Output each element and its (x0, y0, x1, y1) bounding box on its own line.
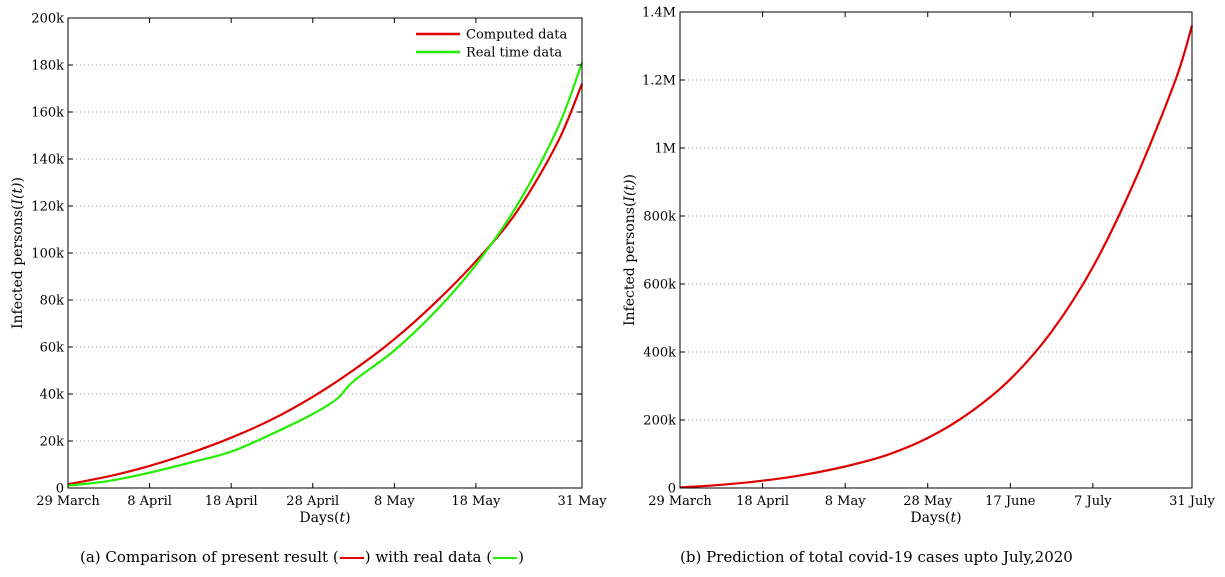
y-tick-label: 1M (654, 142, 676, 157)
y-tick-label: 160k (31, 106, 64, 121)
y-tick-label: 600k (643, 278, 676, 293)
caption-a-red-swatch (339, 557, 364, 559)
legend: Computed data Real time data (416, 28, 567, 61)
y-tick-label: 180k (31, 59, 64, 74)
grid (68, 64, 582, 442)
x-tick-label: 31 July (1169, 494, 1215, 509)
x-axis-label: Days(t) (299, 510, 350, 526)
series (67, 62, 584, 487)
caption-a-middle: ) with real data ( (364, 548, 493, 566)
y-tick-label: 200k (643, 414, 676, 429)
x-tick-label: 28 April (286, 494, 339, 509)
x-tick-label: 28 May (903, 494, 953, 509)
y-tick-label: 1.2M (642, 74, 676, 89)
x-tick-label: 8 May (374, 494, 415, 509)
grid (680, 79, 1192, 421)
y-tick-label: 140k (31, 153, 64, 168)
chart-a: 29 March 8 April 18 April 28 April 8 May 18 M… (10, 12, 607, 527)
y-tick-label: 200k (31, 12, 64, 27)
y-tick-label: 120k (31, 200, 64, 215)
legend-label: Computed data (466, 28, 567, 43)
series (679, 25, 1194, 489)
y-tick-label: 100k (31, 247, 64, 262)
y-ticks: 0 200k 400k 600k 800k 1M 1.2M 1.4M (642, 6, 1192, 497)
y-tick-label: 800k (643, 210, 676, 225)
y-tick-label: 80k (40, 294, 65, 309)
series-line-real-time-data (67, 62, 584, 487)
x-tick-label: 8 April (127, 494, 172, 509)
series-line-1 (679, 25, 1194, 489)
chart-b: 29 March 18 April 8 May 28 May 17 June 7 July… (622, 6, 1216, 527)
caption-a-prefix: (a) Comparison of present result ( (80, 548, 339, 566)
y-ticks: 0 20k 40k 60k 80k 100k 120k 140k 160k 180k 200k (31, 12, 582, 497)
y-axis-label: Infected persons(I(t)) (10, 177, 26, 329)
x-ticks: 29 March 8 April 18 April 28 April 8 May 18 M… (36, 18, 607, 509)
y-tick-label: 0 (56, 482, 64, 497)
legend-label: Real time data (466, 46, 562, 61)
x-tick-label: 31 May (557, 494, 607, 509)
y-axis-label: Infected persons(I(t)) (622, 174, 638, 326)
caption-b: (b) Prediction of total covid-19 cases u… (680, 548, 1073, 566)
x-tick-label: 17 June (985, 494, 1036, 509)
caption-a-green-swatch (493, 557, 518, 559)
x-tick-label: 7 July (1074, 494, 1112, 509)
x-axis-label: Days(t) (910, 510, 961, 526)
y-tick-label: 40k (40, 388, 65, 403)
y-tick-label: 60k (40, 341, 65, 356)
x-tick-label: 18 April (205, 494, 258, 509)
y-tick-label: 20k (40, 435, 65, 450)
y-tick-label: 400k (643, 346, 676, 361)
x-tick-label: 18 May (451, 494, 501, 509)
caption-a-suffix: ) (518, 548, 524, 566)
y-tick-label: 0 (668, 482, 676, 497)
y-tick-label: 1.4M (642, 6, 676, 21)
x-tick-label: 29 March (36, 494, 100, 509)
x-tick-label: 18 April (736, 494, 789, 509)
caption-a: (a) Comparison of present result ( ) with… (80, 548, 524, 566)
series-line-computed-data (67, 83, 584, 486)
plot-frame (679, 11, 1193, 489)
x-tick-label: 29 March (648, 494, 712, 509)
x-tick-label: 8 May (825, 494, 866, 509)
x-ticks: 29 March 18 April 8 May 28 May 17 June 7 July… (648, 12, 1216, 509)
